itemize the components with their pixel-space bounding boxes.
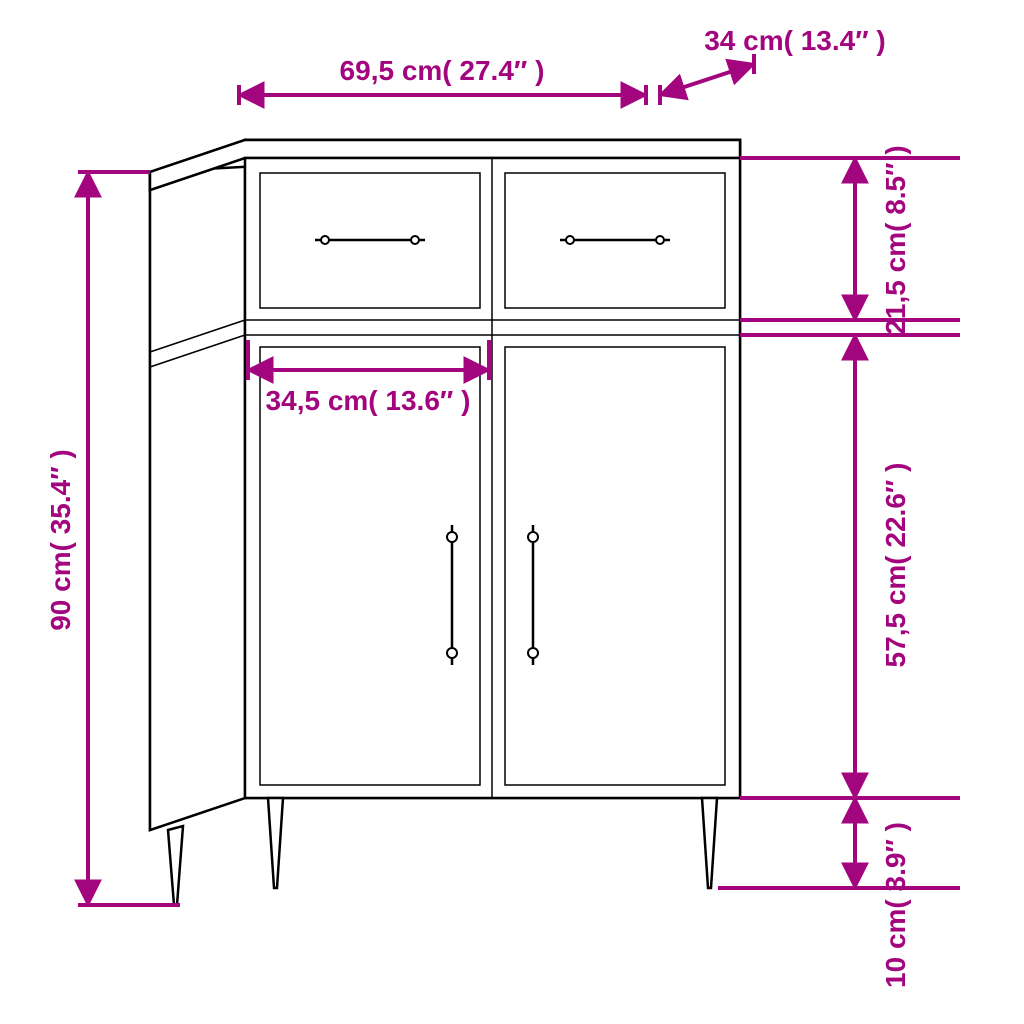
dim-height-total-label: 90 cm( 35.4″ ) (45, 449, 76, 631)
dim-drawer-h-label: 21,5 cm( 8.5″ ) (880, 145, 911, 334)
legs (168, 798, 738, 905)
dim-door-h: 57,5 cm( 22.6″ ) (740, 335, 960, 798)
dim-width: 69,5 cm( 27.4″ ) (239, 55, 646, 105)
dim-door-h-label: 57,5 cm( 22.6″ ) (880, 463, 911, 668)
dim-depth: 34 cm( 13.4″ ) (660, 25, 886, 105)
cabinet (150, 140, 740, 905)
dim-leg-h-label: 10 cm( 3.9″ ) (880, 822, 911, 988)
dim-depth-label: 34 cm( 13.4″ ) (704, 25, 886, 56)
dimension-diagram: 69,5 cm( 27.4″ ) 34 cm( 13.4″ ) 90 cm( 3… (0, 0, 1024, 1024)
dim-width-label: 69,5 cm( 27.4″ ) (340, 55, 545, 86)
dim-door-w-label: 34,5 cm( 13.6″ ) (266, 385, 471, 416)
dim-drawer-h: 21,5 cm( 8.5″ ) (740, 145, 960, 334)
dim-leg-h: 10 cm( 3.9″ ) (718, 798, 960, 988)
